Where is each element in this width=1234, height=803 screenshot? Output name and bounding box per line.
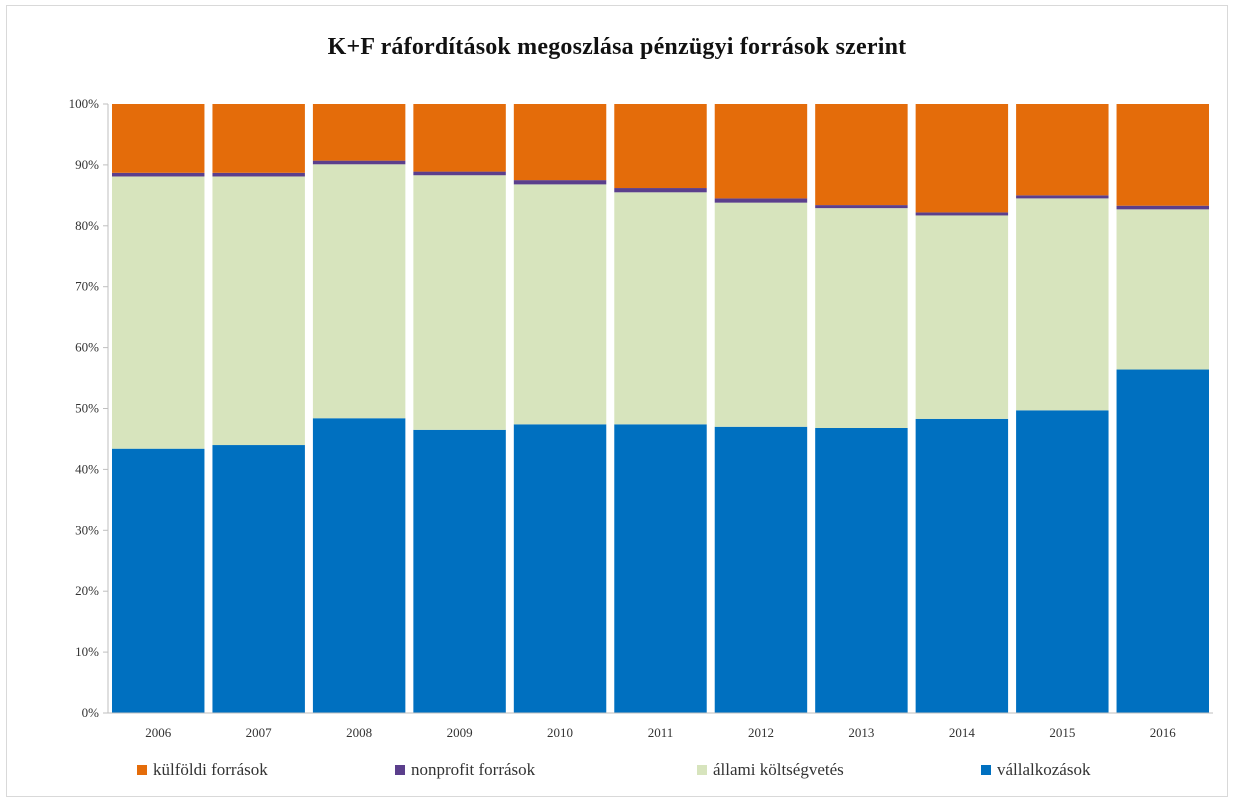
bar-segment-2016-2 (1116, 205, 1209, 210)
legend-swatch (981, 765, 991, 775)
legend-swatch (697, 765, 707, 775)
legend-item-vallalkozasok: vállalkozások (981, 760, 1090, 780)
bar-segment-2012-3 (714, 104, 808, 199)
legend-label: nonprofit források (411, 760, 536, 779)
y-tick-label: 80% (75, 218, 99, 233)
bar-segment-2008-2 (312, 160, 406, 165)
legend-swatch (395, 765, 405, 775)
x-tick-label: 2011 (648, 725, 674, 740)
bar-segment-2007-1 (212, 176, 305, 446)
bar-segment-2011-3 (614, 104, 707, 189)
x-tick-label: 2014 (949, 725, 976, 740)
bar-segment-2013-3 (815, 104, 908, 206)
bar-segment-2007-0 (212, 445, 305, 713)
x-tick-label: 2008 (346, 725, 372, 740)
y-tick-label: 0% (82, 705, 100, 720)
y-tick-label: 90% (75, 157, 99, 172)
chart-plot: 0% 10% 20% 30% 40% 50% 60% 70% 80% 90% 100% 2006 200… (69, 96, 1213, 740)
bar-segment-2009-0 (413, 429, 506, 713)
legend-swatch (137, 765, 147, 775)
x-tick-label: 2007 (246, 725, 273, 740)
bar-segment-2008-3 (312, 104, 406, 161)
legend-label: külföldi források (153, 760, 268, 779)
bar-segment-2015-0 (1016, 410, 1109, 713)
bar-segment-2013-2 (815, 205, 908, 209)
bar-segment-2011-0 (614, 424, 707, 713)
bar-segment-2014-1 (915, 215, 1009, 419)
bar-segment-2009-2 (413, 171, 506, 176)
legend: külföldi források nonprofit források áll… (0, 760, 1234, 786)
y-tick-label: 30% (75, 522, 99, 537)
bar-segment-2008-0 (312, 418, 406, 713)
bar-segment-2013-0 (815, 427, 908, 713)
bar-segment-2006-3 (112, 104, 205, 173)
bar-segment-2010-2 (513, 180, 607, 185)
chart-title: K+F ráfordítások megoszlása pénzügyi for… (327, 34, 907, 60)
bar-segment-2013-1 (815, 208, 908, 428)
x-tick-label: 2013 (848, 725, 874, 740)
legend-label: vállalkozások (997, 760, 1091, 779)
y-tick-label: 20% (75, 583, 99, 598)
legend-item-allami: állami költségvetés (697, 760, 844, 780)
bar-segment-2006-2 (112, 172, 205, 177)
bar-segment-2014-0 (915, 418, 1009, 713)
bar-segment-2014-3 (915, 104, 1009, 213)
bar-segment-2015-1 (1016, 198, 1109, 411)
bar-segment-2010-3 (513, 104, 607, 181)
y-tick-label: 40% (75, 461, 99, 476)
y-tick-label: 100% (69, 96, 100, 111)
bar-segment-2008-1 (312, 164, 406, 419)
bar-segment-2012-0 (714, 426, 808, 713)
bar-segment-2011-2 (614, 188, 707, 193)
bar-segment-2014-2 (915, 212, 1009, 216)
bar-segment-2010-1 (513, 184, 607, 425)
bar-segment-2016-3 (1116, 104, 1209, 206)
bar-segment-2012-2 (714, 198, 808, 203)
x-tick-label: 2009 (447, 725, 473, 740)
bar-segment-2016-1 (1116, 209, 1209, 370)
y-tick-label: 50% (75, 401, 99, 416)
bar-segment-2007-2 (212, 172, 305, 177)
y-tick-label: 10% (75, 644, 99, 659)
bar-segment-2012-1 (714, 202, 808, 427)
x-tick-label: 2012 (748, 725, 774, 740)
x-tick-label: 2010 (547, 725, 573, 740)
bar-segment-2015-3 (1016, 104, 1109, 196)
bar-segment-2006-0 (112, 448, 205, 713)
bar-segment-2007-3 (212, 104, 305, 173)
bar-segment-2016-0 (1116, 369, 1209, 713)
legend-item-kulfoldi: külföldi források (137, 760, 268, 780)
x-tick-label: 2015 (1049, 725, 1075, 740)
x-tick-label: 2006 (145, 725, 172, 740)
y-tick-label: 60% (75, 340, 99, 355)
x-tick-label: 2016 (1150, 725, 1177, 740)
bar-segment-2009-1 (413, 175, 506, 430)
legend-item-nonprofit: nonprofit források (395, 760, 535, 780)
bar-segment-2010-0 (513, 424, 607, 713)
bar-segment-2006-1 (112, 176, 205, 449)
bar-segment-2011-1 (614, 192, 707, 425)
y-tick-label: 70% (75, 279, 99, 294)
legend-label: állami költségvetés (713, 760, 844, 779)
bar-segment-2015-2 (1016, 195, 1109, 199)
bar-segment-2009-3 (413, 104, 506, 172)
